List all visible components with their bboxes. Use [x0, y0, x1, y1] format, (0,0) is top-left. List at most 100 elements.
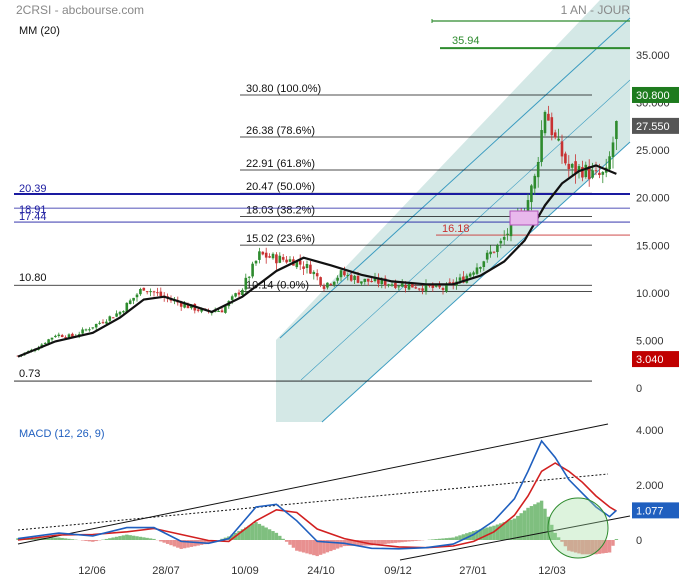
- price-tick-label: 20.000: [636, 193, 670, 205]
- fib-label: 18.03 (38.2%): [246, 204, 315, 216]
- histogram-bar: [540, 501, 543, 540]
- histogram-bar: [316, 540, 319, 556]
- histogram-bar: [513, 519, 516, 540]
- price-badge-label: 27.550: [636, 121, 670, 133]
- candle-body: [387, 284, 390, 285]
- histogram-bar: [81, 540, 84, 541]
- candle-body: [61, 335, 64, 337]
- histogram-bar: [54, 538, 57, 540]
- price-tick-label: 0: [636, 383, 642, 395]
- candle-body: [88, 329, 91, 330]
- candle-body: [323, 286, 326, 289]
- candle-body: [139, 289, 142, 294]
- histogram-bar: [112, 537, 115, 540]
- candle-body: [282, 257, 285, 260]
- candle-body: [326, 283, 329, 288]
- candle-body: [350, 275, 353, 281]
- macd-badge: 1.077: [632, 502, 679, 518]
- histogram-bar: [282, 539, 285, 540]
- histogram-bar: [448, 538, 451, 540]
- candle-body: [81, 329, 84, 333]
- candle-body: [306, 264, 309, 268]
- histogram-bar: [108, 538, 111, 540]
- candle-body: [394, 283, 397, 288]
- candle-body: [217, 311, 220, 312]
- candle-body: [415, 287, 418, 288]
- histogram-bar: [438, 539, 441, 540]
- candle-body: [537, 162, 540, 177]
- price-tick-label: 25.000: [636, 145, 670, 157]
- histogram-bar: [295, 540, 298, 551]
- candle-body: [336, 278, 339, 281]
- macd-tick-label: 0: [636, 535, 642, 547]
- histogram-bar: [125, 535, 128, 540]
- histogram-bar: [611, 540, 614, 546]
- candle-body: [255, 261, 258, 264]
- histogram-bar: [496, 525, 499, 540]
- candle-body: [251, 264, 254, 277]
- macd-value-label: 1.077: [636, 505, 664, 517]
- histogram-bar: [159, 540, 162, 541]
- macd-highlight-circle: [548, 498, 608, 558]
- candle-body: [421, 288, 424, 290]
- histogram-bar: [407, 540, 410, 542]
- candle-body: [483, 261, 486, 267]
- candle-body: [493, 252, 496, 253]
- candle-body: [574, 161, 577, 173]
- histogram-bar: [149, 538, 152, 540]
- histogram-bar: [105, 539, 108, 540]
- candle-body: [58, 335, 61, 336]
- histogram-bar: [288, 540, 291, 545]
- histogram-bar: [118, 536, 121, 540]
- histogram-bar: [142, 537, 145, 540]
- gap-label: 16.18: [442, 223, 470, 235]
- candle-body: [602, 172, 605, 175]
- macd-tick-label: 4.000: [636, 425, 664, 437]
- candle-body: [241, 290, 244, 295]
- fib-label: 22.91 (61.8%): [246, 158, 315, 170]
- candle-body: [418, 289, 421, 290]
- histogram-bar: [336, 540, 339, 549]
- histogram-bar: [292, 540, 295, 548]
- candle-body: [391, 284, 394, 285]
- histogram-bar: [390, 540, 393, 543]
- histogram-bar: [537, 502, 540, 540]
- histogram-bar: [455, 536, 458, 540]
- candle-body: [268, 256, 271, 257]
- histogram-bar: [435, 539, 438, 540]
- candle-body: [302, 266, 305, 268]
- candle-body: [51, 338, 54, 340]
- candle-body: [316, 273, 319, 276]
- candle-body: [500, 241, 503, 244]
- candle-body: [330, 284, 333, 285]
- candle-body: [231, 296, 234, 300]
- candle-body: [265, 253, 268, 258]
- candle-body: [333, 282, 336, 285]
- price-tick-label: 15.000: [636, 240, 670, 252]
- price-badge-label: 30.800: [636, 90, 670, 102]
- histogram-bar: [387, 540, 390, 544]
- histogram-bar: [271, 531, 274, 540]
- candle-body: [156, 292, 159, 293]
- price-tick-label: 35.000: [636, 50, 670, 62]
- candle-body: [132, 298, 135, 301]
- candle-body: [564, 154, 567, 164]
- candle-body: [612, 142, 615, 157]
- candle-body: [595, 170, 598, 171]
- histogram-bar: [482, 528, 485, 540]
- x-tick-label: 24/10: [307, 565, 335, 577]
- candle-body: [54, 336, 57, 337]
- histogram-bar: [254, 522, 257, 540]
- candle-body: [285, 260, 288, 263]
- candle-body: [530, 185, 533, 202]
- candle-body: [554, 132, 557, 137]
- candle-body: [404, 285, 407, 288]
- candle-body: [129, 300, 132, 304]
- macd-tick-label: 2.000: [636, 480, 664, 492]
- histogram-bar: [122, 535, 125, 540]
- candle-body: [571, 164, 574, 168]
- histogram-bar: [445, 538, 448, 540]
- histogram-bar: [458, 535, 461, 540]
